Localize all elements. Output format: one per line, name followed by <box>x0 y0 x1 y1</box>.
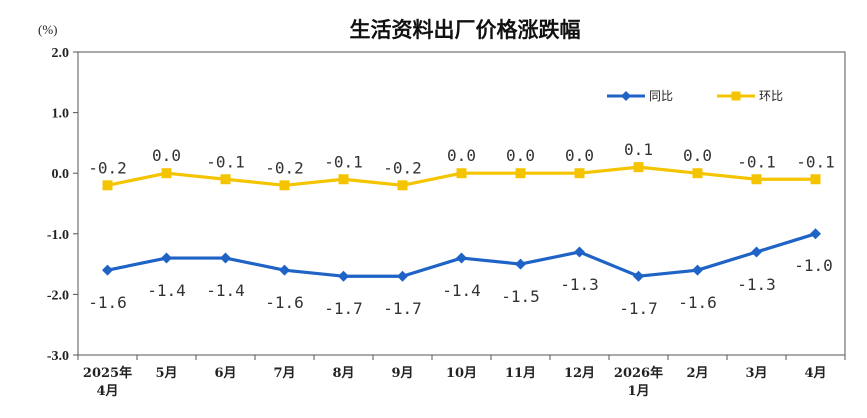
x-tick-label: 4月 <box>804 366 826 381</box>
y-tick-label: -1.0 <box>47 228 69 243</box>
x-tick-label: 2月 <box>686 366 708 381</box>
axes: 2.0 1.0 0.0 -1.0 -2.0 -3.0 2025年 4月 5月 6月 7月 8月 9月 10… <box>47 46 846 399</box>
data-labels: -1.6 -1.4 -1.4 -1.6 -1.7 -1.7 -1.4 -1.5 -1.3 -1.7… <box>88 140 835 318</box>
data-label: 0.0 <box>565 146 594 165</box>
data-label: -1.5 <box>501 287 540 306</box>
data-point <box>161 252 172 264</box>
data-point <box>279 264 290 276</box>
data-label: -0.1 <box>206 152 245 171</box>
series-layer <box>102 162 821 282</box>
data-label: -1.0 <box>794 256 833 275</box>
legend-label-mom: 环比 <box>759 89 783 103</box>
y-tick-label: -3.0 <box>47 349 69 364</box>
data-label: 0.1 <box>624 140 653 159</box>
data-label: -1.7 <box>383 299 422 318</box>
data-point <box>633 270 644 282</box>
data-point <box>751 246 762 258</box>
x-tick-label: 9月 <box>391 366 413 381</box>
x-tick-label: 6月 <box>214 366 236 381</box>
data-point <box>574 168 585 179</box>
data-point <box>810 174 821 185</box>
data-label: -0.1 <box>796 152 835 171</box>
data-label: -1.4 <box>147 281 186 300</box>
data-point <box>220 174 231 185</box>
data-label: -0.1 <box>324 152 363 171</box>
data-label: 0.0 <box>447 146 476 165</box>
data-point <box>692 264 703 276</box>
data-point <box>397 270 408 282</box>
data-label: -1.6 <box>265 293 304 312</box>
data-point <box>456 252 467 264</box>
data-label: 0.0 <box>683 146 712 165</box>
data-point <box>456 168 467 179</box>
data-label: -1.4 <box>442 281 481 300</box>
data-label: -1.3 <box>560 275 599 294</box>
data-point <box>692 168 703 179</box>
data-point <box>102 264 113 276</box>
data-point <box>633 162 644 173</box>
data-point <box>751 174 762 185</box>
data-point <box>810 228 821 240</box>
x-tick-label: 8月 <box>332 366 354 381</box>
legend-marker <box>731 91 741 101</box>
y-unit-label: (%) <box>38 22 58 37</box>
y-tick-label: -2.0 <box>47 288 69 303</box>
y-tick-label: 2.0 <box>52 46 70 61</box>
plot-frame <box>77 51 846 356</box>
data-label: -1.7 <box>324 299 363 318</box>
data-point <box>515 258 526 270</box>
data-label: -0.2 <box>265 158 304 177</box>
data-label: 0.0 <box>506 146 535 165</box>
x-tick-label: 5月 <box>155 366 177 381</box>
data-point <box>102 180 113 191</box>
x-tick-label: 3月 <box>745 366 767 381</box>
data-point <box>279 180 290 191</box>
x-tick-label: 10月 <box>446 366 477 381</box>
x-tick-label: 2026年 1月 <box>614 365 663 399</box>
data-point <box>397 180 408 191</box>
data-label: -1.6 <box>678 293 717 312</box>
x-tick-label: 12月 <box>564 366 595 381</box>
y-tick-label: 0.0 <box>52 167 70 182</box>
legend: 同比 环比 <box>607 89 783 103</box>
data-point <box>574 246 585 258</box>
x-tick-label: 7月 <box>273 366 295 381</box>
data-label: -0.2 <box>383 158 422 177</box>
data-point <box>161 168 172 179</box>
y-tick-label: 1.0 <box>52 107 70 122</box>
data-label: -0.2 <box>88 158 127 177</box>
legend-label-yoy: 同比 <box>649 89 673 103</box>
data-label: 0.0 <box>152 146 181 165</box>
x-tick-label: 2025年 4月 <box>83 365 132 399</box>
data-label: -1.6 <box>88 293 127 312</box>
data-label: -0.1 <box>737 152 776 171</box>
chart-title: 生活资料出厂价格涨跌幅 <box>350 18 581 42</box>
data-label: -1.4 <box>206 281 245 300</box>
data-label: -1.3 <box>737 275 776 294</box>
x-tick-label: 11月 <box>505 366 536 381</box>
data-point <box>515 168 526 179</box>
data-label: -1.7 <box>619 299 658 318</box>
data-point <box>220 252 231 264</box>
data-point <box>338 270 349 282</box>
legend-marker <box>621 91 631 101</box>
data-point <box>338 174 349 185</box>
